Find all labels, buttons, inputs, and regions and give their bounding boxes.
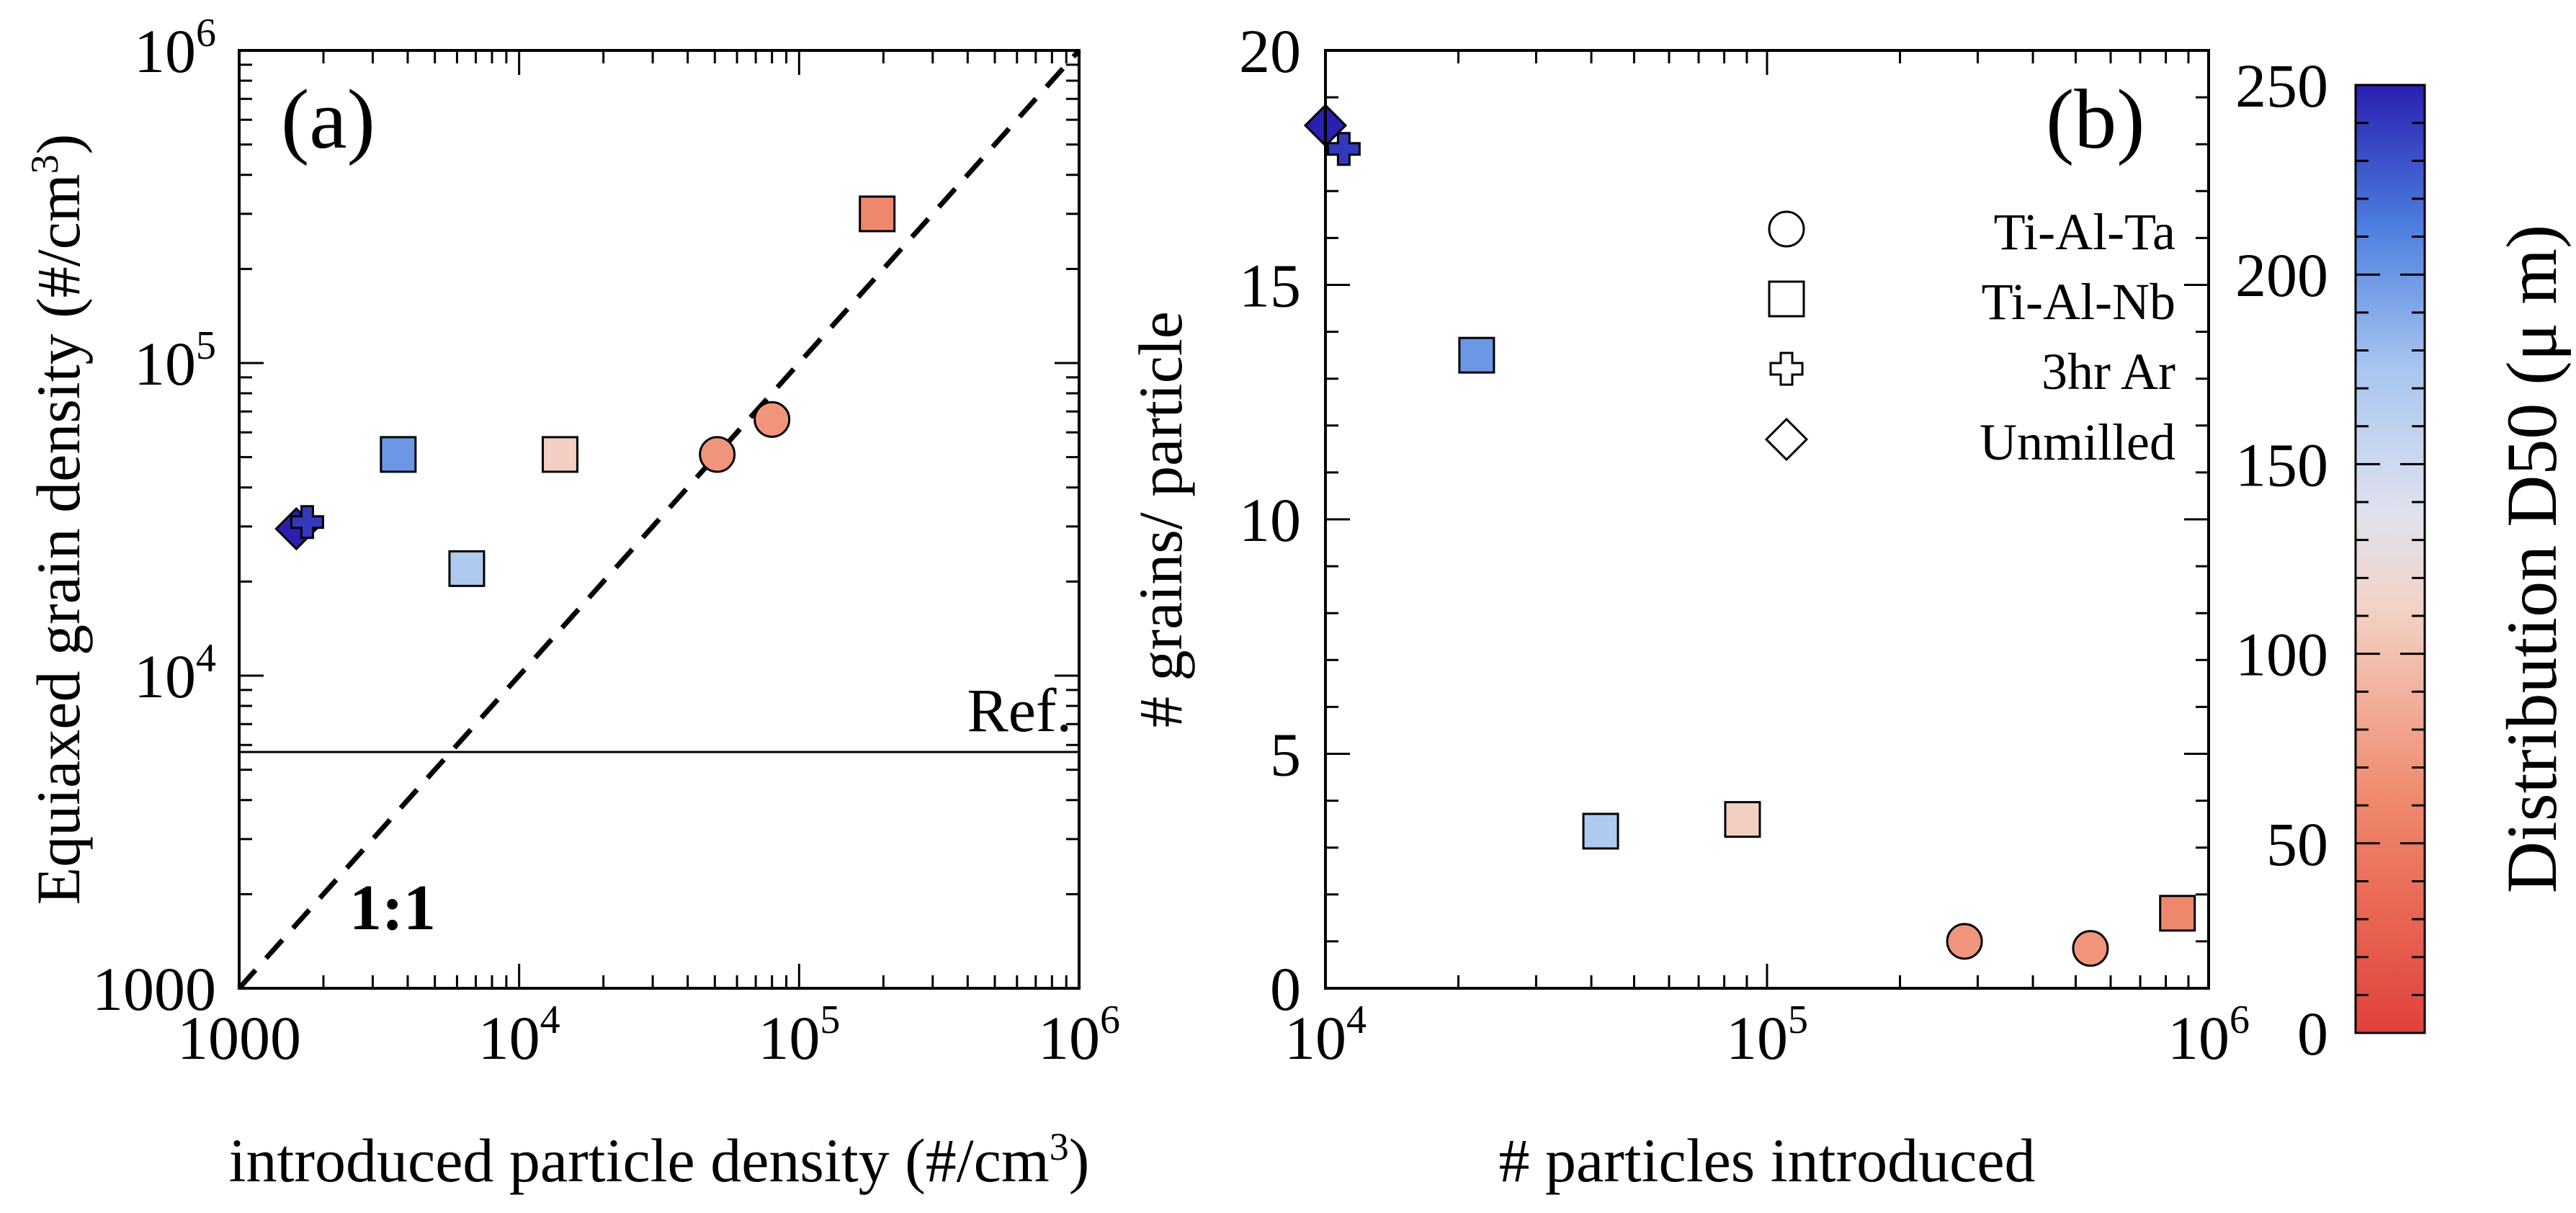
panel-b-y-tick-label: 0	[1270, 954, 1301, 1024]
panel-a-y-tick-label: 106	[134, 11, 216, 86]
legend-marker-diamond	[1764, 417, 1809, 462]
legend-marker-square	[1768, 280, 1805, 318]
panel-b-frame	[1324, 49, 2210, 990]
colorbar: 0 50 100 150 200 250 Distribution D50 (μ m)	[2235, 51, 2572, 1068]
panel-a-point-square	[541, 436, 578, 473]
panel-a-y-tick-label: 105	[134, 323, 216, 398]
panel-a-x-axis-title: introduced particle density (#/cm3)	[229, 1125, 1090, 1195]
legend-label: 3hr Ar	[2041, 343, 2175, 400]
reference-line-label: Ref.	[967, 676, 1072, 745]
panel-b-point-square	[1458, 336, 1495, 374]
identity-line-label: 1:1	[349, 872, 436, 944]
panel-a-y-tick-label: 1000	[92, 954, 216, 1024]
panel-a-point-square	[380, 436, 417, 473]
colorbar-tick-label: 0	[2297, 999, 2328, 1068]
panel-a-point-circle	[699, 436, 736, 473]
panel-b-y-tick-label: 20	[1239, 17, 1301, 86]
panel-b-y-axis-title: # grains/ particle	[1126, 311, 1195, 728]
legend: Ti-Al-Ta Ti-Al-Nb 3hr Ar Unmilled	[1764, 203, 2175, 471]
colorbar-tick-label: 150	[2235, 430, 2328, 499]
colorbar-tick-label: 200	[2235, 241, 2328, 310]
panel-b-point-circle	[1946, 923, 1983, 960]
colorbar-tick-label: 250	[2235, 51, 2328, 120]
panel-b-point-square	[1582, 813, 1619, 850]
panel-b-point-square	[1724, 801, 1761, 838]
panel-b-x-axis-title: # particles introduced	[1498, 1126, 2035, 1195]
legend-marker-circle	[1768, 210, 1805, 248]
panel-a-y-axis-title: Equiaxed grain density (#/cm3)	[23, 134, 93, 905]
colorbar-gradient	[2356, 85, 2425, 1033]
panel-b-y-tick-label: 5	[1270, 720, 1301, 789]
panel-a-label: (a)	[281, 72, 375, 166]
panel-a-x-tick-label: 1000	[177, 1003, 301, 1073]
panel-a-point-square	[448, 550, 486, 587]
panel-b-label: (b)	[2046, 72, 2145, 166]
panel-b-point-cross	[1326, 132, 1361, 166]
panel-b-point-circle	[2072, 930, 2109, 967]
panel-a-point-circle	[753, 400, 791, 438]
panel-a-point-cross	[290, 505, 324, 540]
legend-label: Unmilled	[1980, 413, 2175, 471]
panel-b-point-square	[2159, 895, 2196, 932]
legend-label: Ti-Al-Nb	[1982, 273, 2175, 331]
legend-label: Ti-Al-Ta	[1994, 203, 2175, 261]
identity-line	[237, 48, 1081, 990]
panel-a-frame	[238, 49, 1081, 990]
panel-b-y-tick-label: 15	[1239, 251, 1301, 321]
legend-marker-cross	[1769, 352, 1804, 386]
colorbar-tick-label: 50	[2266, 810, 2328, 879]
panel-a-x-tick-label: 106	[1038, 998, 1120, 1073]
panel-a-x-tick-label: 104	[478, 998, 560, 1073]
panel-a-y-tick-label: 104	[134, 636, 216, 711]
panel-b-y-tick-label: 10	[1239, 485, 1301, 555]
colorbar-label: Distribution D50 (μ m)	[2492, 225, 2572, 894]
colorbar-frame	[2354, 84, 2426, 1034]
panel-a-x-tick-label: 105	[758, 998, 840, 1073]
panel-b-x-tick-label: 106	[2168, 998, 2250, 1073]
colorbar-tick-label: 100	[2235, 620, 2328, 689]
panel-b-x-tick-label: 105	[1726, 998, 1808, 1073]
panel-a-point-square	[859, 195, 896, 233]
